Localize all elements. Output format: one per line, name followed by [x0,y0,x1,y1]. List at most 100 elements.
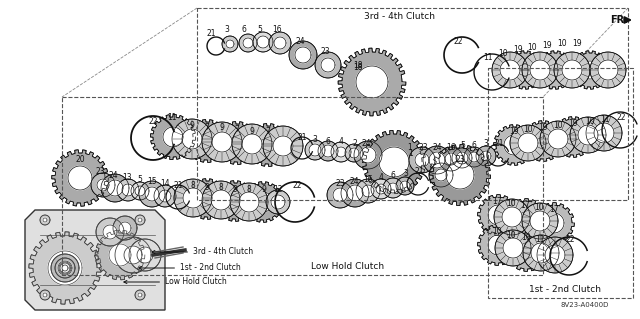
Polygon shape [214,181,255,221]
Text: 3: 3 [312,135,317,144]
Polygon shape [315,52,341,78]
Polygon shape [423,146,451,174]
Polygon shape [571,51,609,89]
Polygon shape [183,188,203,208]
Polygon shape [25,210,165,310]
Polygon shape [518,133,538,153]
Text: 7: 7 [266,128,271,137]
Text: 22: 22 [565,235,575,244]
Polygon shape [266,190,290,214]
Text: 16: 16 [446,143,456,152]
Text: 23: 23 [95,167,105,176]
Text: 5: 5 [138,174,143,183]
Polygon shape [347,185,363,201]
Text: 4: 4 [339,137,344,146]
Polygon shape [517,241,537,261]
Polygon shape [356,179,380,203]
Polygon shape [530,60,550,80]
Text: 8: 8 [246,186,252,195]
Polygon shape [493,125,534,165]
Text: 6: 6 [241,26,246,34]
Polygon shape [445,153,457,165]
Text: 3rd - 4th Clutch: 3rd - 4th Clutch [152,248,253,256]
Polygon shape [429,163,453,187]
Polygon shape [362,185,374,197]
Polygon shape [333,188,347,202]
Polygon shape [456,152,468,164]
Polygon shape [581,61,599,79]
Polygon shape [135,215,145,225]
Polygon shape [545,245,565,265]
Text: 8: 8 [219,183,223,192]
Text: 17: 17 [520,202,530,211]
Polygon shape [516,61,534,79]
Text: 22: 22 [148,117,157,127]
Polygon shape [43,218,47,222]
Polygon shape [274,37,286,49]
Text: 19: 19 [509,128,519,137]
Text: 9: 9 [205,182,209,191]
Polygon shape [113,216,137,240]
Polygon shape [522,203,558,239]
Polygon shape [536,51,574,89]
Polygon shape [243,182,284,222]
Polygon shape [523,121,563,161]
Text: 14: 14 [160,180,170,189]
Polygon shape [62,265,68,271]
Polygon shape [122,184,134,196]
Polygon shape [273,136,293,156]
Polygon shape [40,215,50,225]
Text: 19: 19 [542,41,552,50]
Text: 4: 4 [379,173,383,182]
Text: 21: 21 [206,28,216,38]
Text: 7: 7 [205,122,209,131]
Text: 24: 24 [432,144,442,152]
Polygon shape [379,147,409,177]
Polygon shape [356,66,388,98]
Polygon shape [594,123,614,143]
Polygon shape [371,179,391,199]
Polygon shape [216,122,259,165]
Text: 7: 7 [235,125,239,135]
Polygon shape [435,169,447,181]
Text: 17: 17 [492,197,502,206]
Polygon shape [129,239,161,271]
Text: 21: 21 [494,138,504,147]
Text: 3: 3 [225,26,229,34]
Text: 8: 8 [191,182,195,190]
Polygon shape [295,47,311,63]
Polygon shape [225,191,245,211]
Polygon shape [91,173,115,197]
Text: 20: 20 [75,155,85,165]
Text: 10: 10 [527,43,537,53]
Text: 10: 10 [523,125,533,135]
Polygon shape [257,36,269,48]
Polygon shape [354,141,382,169]
Text: 11: 11 [167,113,177,122]
Text: 24: 24 [108,170,118,180]
Polygon shape [503,238,523,258]
Polygon shape [570,117,606,153]
Text: 9: 9 [262,186,266,195]
Polygon shape [211,190,231,210]
Polygon shape [500,60,520,80]
Polygon shape [553,117,593,157]
Text: 5: 5 [461,142,465,151]
Polygon shape [101,174,129,202]
Polygon shape [429,145,490,205]
Polygon shape [530,211,550,231]
Text: 9: 9 [250,127,255,136]
Polygon shape [246,123,289,167]
Text: 1st - 2nd Clutch: 1st - 2nd Clutch [139,263,241,272]
Text: 24: 24 [349,176,359,186]
Text: 12: 12 [273,186,283,195]
Polygon shape [523,235,559,271]
Polygon shape [510,125,546,161]
Polygon shape [97,179,109,191]
Polygon shape [212,132,232,152]
Polygon shape [452,148,472,168]
Polygon shape [232,124,272,164]
Text: Low Hold Clutch: Low Hold Clutch [124,278,227,286]
Polygon shape [506,51,544,89]
Polygon shape [226,40,234,48]
